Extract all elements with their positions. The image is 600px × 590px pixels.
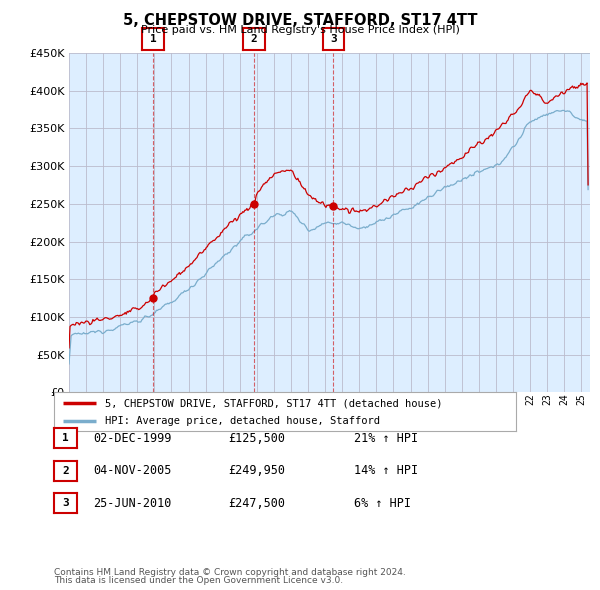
Text: 5, CHEPSTOW DRIVE, STAFFORD, ST17 4TT: 5, CHEPSTOW DRIVE, STAFFORD, ST17 4TT <box>123 13 477 28</box>
Text: 3: 3 <box>330 34 337 44</box>
Text: 21% ↑ HPI: 21% ↑ HPI <box>354 432 418 445</box>
Text: 1: 1 <box>62 434 69 443</box>
Text: 6% ↑ HPI: 6% ↑ HPI <box>354 497 411 510</box>
Text: £125,500: £125,500 <box>228 432 285 445</box>
Text: 5, CHEPSTOW DRIVE, STAFFORD, ST17 4TT (detached house): 5, CHEPSTOW DRIVE, STAFFORD, ST17 4TT (d… <box>105 398 442 408</box>
Text: Price paid vs. HM Land Registry's House Price Index (HPI): Price paid vs. HM Land Registry's House … <box>140 25 460 35</box>
Text: 2: 2 <box>62 466 69 476</box>
Text: 1: 1 <box>149 34 157 44</box>
Text: 2: 2 <box>251 34 257 44</box>
Text: This data is licensed under the Open Government Licence v3.0.: This data is licensed under the Open Gov… <box>54 576 343 585</box>
Text: 25-JUN-2010: 25-JUN-2010 <box>93 497 172 510</box>
Text: Contains HM Land Registry data © Crown copyright and database right 2024.: Contains HM Land Registry data © Crown c… <box>54 568 406 577</box>
Text: £249,950: £249,950 <box>228 464 285 477</box>
Text: 04-NOV-2005: 04-NOV-2005 <box>93 464 172 477</box>
Text: £247,500: £247,500 <box>228 497 285 510</box>
Text: 14% ↑ HPI: 14% ↑ HPI <box>354 464 418 477</box>
Text: 3: 3 <box>62 499 69 508</box>
Text: HPI: Average price, detached house, Stafford: HPI: Average price, detached house, Staf… <box>105 416 380 426</box>
Polygon shape <box>547 53 590 106</box>
Text: 02-DEC-1999: 02-DEC-1999 <box>93 432 172 445</box>
